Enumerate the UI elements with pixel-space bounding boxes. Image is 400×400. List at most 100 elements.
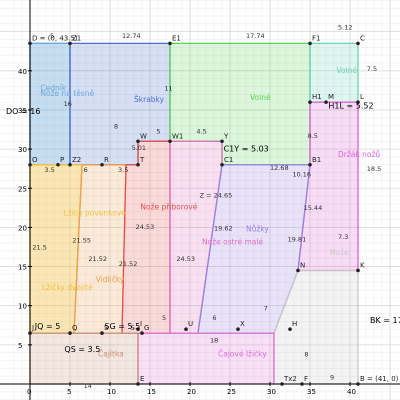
- vertex-point: [356, 100, 360, 104]
- segment-length-label: 5.01: [132, 144, 146, 152]
- segment-length-label: 19.62: [214, 225, 233, 233]
- vertex-point: [308, 162, 312, 167]
- vertex-point: [220, 162, 224, 167]
- vertex-point: [356, 41, 360, 46]
- vertex-label: W1: [172, 132, 183, 140]
- segment-length-label: 21.52: [88, 255, 107, 263]
- vertex-label: Q: [72, 324, 78, 332]
- vertex-label: F: [304, 375, 308, 383]
- vertex-label: T: [139, 156, 145, 164]
- segment-length-label: 21.55: [72, 236, 91, 244]
- region-label: Nože: [330, 248, 349, 257]
- vertex-label: R: [104, 156, 109, 164]
- x-tick-label: 20: [187, 388, 196, 396]
- region-label: Nože ostré malé: [202, 238, 263, 247]
- vertex-point: [28, 162, 32, 167]
- x-tick-label: 5: [67, 388, 71, 396]
- y-tick-label: 20: [18, 224, 27, 232]
- segment-length-label: 15.44: [304, 204, 323, 212]
- y-tick-label: 40: [18, 68, 27, 76]
- vertex-label: D = (0, 43.5): [32, 34, 78, 42]
- segment-length-label: 18: [210, 337, 218, 345]
- vertex-point: [136, 382, 140, 386]
- region-label: Volné: [336, 66, 357, 75]
- vertex-label: E1: [172, 34, 181, 42]
- vertex-point: [288, 327, 292, 331]
- vertex-point: [220, 139, 224, 144]
- vertex-point: [308, 41, 312, 46]
- region-label: Lžičky dvojité: [42, 283, 93, 292]
- y-tick-label: 25: [18, 185, 27, 193]
- segment-length-label: 5: [162, 314, 166, 322]
- x-tick-label: 40: [347, 388, 356, 396]
- segment-length-label: 8: [114, 123, 118, 131]
- measurement-label: SG = 5.5: [104, 322, 140, 331]
- measurement-label: JQ = 5: [34, 322, 61, 331]
- region-label: Čajové lžičky: [218, 350, 267, 359]
- segment-length-label: Z = 24.65: [200, 192, 233, 200]
- vertex-label: O: [32, 156, 38, 164]
- segment-length-label: 24.53: [136, 223, 155, 231]
- vertex-label: I: [140, 320, 142, 328]
- vertex-label: Z2: [72, 156, 81, 164]
- segment-length-label: 5: [50, 32, 54, 40]
- vertex-label: B1: [312, 156, 321, 164]
- vertex-point: [184, 327, 188, 331]
- vertex-label: J: [31, 324, 34, 332]
- vertex-label: C1: [224, 156, 233, 164]
- region-label: Nože přiborové: [140, 202, 197, 211]
- x-tick-label: 25: [227, 388, 236, 396]
- vertex-label: E: [140, 375, 144, 383]
- x-tick-label: 35: [307, 388, 316, 396]
- segment-length-label: 5: [131, 324, 135, 332]
- region-label: Čajítka: [98, 350, 124, 359]
- segment-length-label: 7: [264, 304, 268, 312]
- vertex-point: [296, 268, 300, 273]
- segment-length-label: 9: [330, 373, 334, 381]
- measurement-label: BK = 17.5: [370, 316, 400, 325]
- vertex-point: [300, 382, 304, 386]
- x-tick-label: 30: [267, 388, 276, 396]
- vertex-label: U: [188, 320, 193, 328]
- vertex-point: [140, 331, 144, 335]
- vertex-label: S: [104, 324, 109, 332]
- segment-length-label: 6: [212, 314, 216, 322]
- y-tick-label: 15: [18, 264, 27, 272]
- segment-length-label: 6: [84, 166, 88, 174]
- vertex-point: [308, 100, 312, 104]
- vertex-point: [56, 162, 60, 167]
- measurement-label: C1Y = 5.03: [224, 144, 269, 153]
- vertex-point: [28, 41, 32, 46]
- region-8: [73, 164, 127, 334]
- region-label: Nože na těsně: [40, 89, 94, 98]
- region-label: Vidličky: [96, 275, 125, 284]
- measurement-label: H1L = 5.52: [328, 101, 373, 110]
- drawer-regions: [29, 42, 359, 385]
- region-label: Cedník: [40, 83, 66, 92]
- x-tick-label: 15: [147, 388, 156, 396]
- x-tick-label: 0: [27, 388, 31, 396]
- segment-length-label: 12.74: [122, 32, 141, 40]
- segment-length-label: 19.81: [288, 235, 307, 243]
- segment-length-label: 5.12: [338, 23, 352, 31]
- segment-length-label: 3.5: [118, 166, 128, 174]
- vertex-point: [168, 139, 172, 144]
- vertex-label: W: [140, 132, 147, 140]
- vertex-label: C: [360, 34, 365, 42]
- segment-length-label: 24.53: [176, 255, 195, 263]
- segment-length-label: 14: [84, 382, 92, 390]
- segment-length-label: 11: [164, 84, 172, 92]
- vertex-point: [324, 100, 328, 104]
- vertex-label: Y: [223, 132, 229, 140]
- vertex-label: H: [292, 320, 297, 328]
- y-tick-label: 35: [18, 107, 27, 115]
- vertex-point: [168, 41, 172, 46]
- segment-length-label: 3.5: [44, 166, 54, 174]
- y-tick-label: 10: [18, 303, 27, 311]
- region-label: Držák nožů: [338, 150, 380, 159]
- vertex-point: [280, 382, 284, 386]
- y-tick-label: 30: [18, 146, 27, 154]
- segment-length-label: 16: [64, 100, 72, 108]
